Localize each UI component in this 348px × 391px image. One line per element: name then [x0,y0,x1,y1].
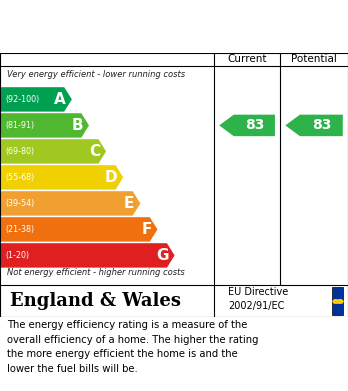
Text: (92-100): (92-100) [5,95,39,104]
Text: A: A [54,92,66,107]
Text: (55-68): (55-68) [5,173,34,182]
Text: 83: 83 [245,118,264,133]
Text: D: D [105,170,117,185]
Polygon shape [0,217,157,242]
Text: (21-38): (21-38) [5,225,34,234]
Text: (69-80): (69-80) [5,147,34,156]
Text: Very energy efficient - lower running costs: Very energy efficient - lower running co… [7,70,185,79]
Polygon shape [219,115,275,136]
Polygon shape [0,87,72,111]
Text: The energy efficiency rating is a measure of the
overall efficiency of a home. T: The energy efficiency rating is a measur… [7,321,259,374]
Text: G: G [156,248,169,263]
Polygon shape [0,113,89,138]
Text: England & Wales: England & Wales [10,292,181,310]
Text: 83: 83 [312,118,331,133]
Text: Current: Current [227,54,267,64]
Text: E: E [124,196,134,211]
Text: B: B [71,118,83,133]
Text: (81-91): (81-91) [5,121,34,130]
Text: C: C [89,144,100,159]
Text: (39-54): (39-54) [5,199,34,208]
Text: (1-20): (1-20) [5,251,29,260]
Polygon shape [0,191,140,215]
Bar [332,287,343,315]
Polygon shape [285,115,343,136]
Polygon shape [0,139,106,163]
Text: Not energy efficient - higher running costs: Not energy efficient - higher running co… [7,267,185,276]
Polygon shape [0,165,123,190]
Text: Energy Efficiency Rating: Energy Efficiency Rating [10,17,239,36]
Text: EU Directive
2002/91/EC: EU Directive 2002/91/EC [228,287,288,311]
Text: Potential: Potential [291,54,337,64]
Polygon shape [0,243,175,267]
Text: F: F [141,222,152,237]
